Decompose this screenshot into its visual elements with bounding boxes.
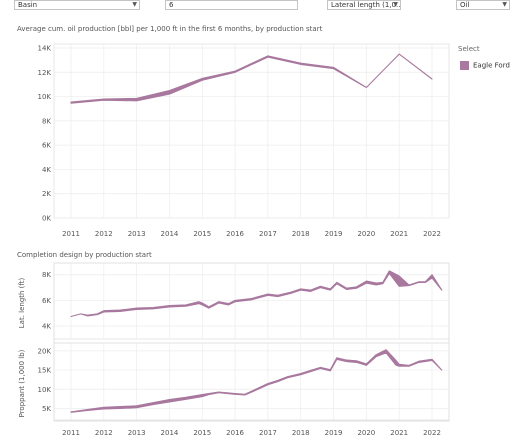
x-tick-label: 2018 <box>292 230 310 238</box>
x-tick-label: 2022 <box>423 230 441 238</box>
y-tick-label: 15K <box>38 367 52 375</box>
x-tick-label: 2016 <box>226 230 244 238</box>
y-tick-label: 10K <box>38 386 52 394</box>
series-band-eagle-ford <box>70 270 443 318</box>
x-tick-label: 2019 <box>325 429 343 437</box>
x-tick-label: 2021 <box>390 429 408 437</box>
x-tick-label: 2022 <box>423 429 441 437</box>
chevron-down-icon[interactable]: ▼ <box>502 1 507 8</box>
lateral-length-filter[interactable]: Lateral length (1,0... ▼ <box>327 0 401 10</box>
x-tick-label: 2012 <box>95 230 113 238</box>
x-tick-label: 2020 <box>357 429 375 437</box>
chevron-down-icon[interactable]: ▼ <box>132 1 137 8</box>
y-tick-label: 10K <box>38 93 52 101</box>
x-tick-label: 2013 <box>128 429 146 437</box>
x-tick-label: 2014 <box>161 429 179 437</box>
x-tick-label: 2019 <box>325 230 343 238</box>
x-tick-label: 2016 <box>226 429 244 437</box>
y-tick-label: 14K <box>38 45 52 53</box>
chevron-down-icon[interactable]: ▼ <box>393 1 398 8</box>
y-tick-label: 6K <box>42 142 51 150</box>
basin-filter-value: Basin <box>18 1 38 9</box>
legend-item-eagle-ford[interactable]: Eagle Ford <box>460 61 510 70</box>
months-input-value: 6 <box>169 1 174 9</box>
x-tick-label: 2013 <box>128 230 146 238</box>
x-tick-label: 2014 <box>161 230 179 238</box>
x-tick-label: 2021 <box>390 230 408 238</box>
x-tick-label: 2017 <box>259 230 277 238</box>
legend-swatch <box>460 61 469 70</box>
y-tick-label: 5K <box>42 405 51 413</box>
x-tick-label: 2012 <box>95 429 113 437</box>
series-band-eagle-ford <box>70 349 443 413</box>
plot-frame <box>53 262 450 340</box>
y-tick-label: 6K <box>42 297 51 305</box>
fluid-filter[interactable]: Oil ▼ <box>456 0 510 10</box>
y-tick-label: 8K <box>42 271 51 279</box>
y-tick-label: 20K <box>38 347 52 355</box>
x-tick-label: 2011 <box>62 429 80 437</box>
y-tick-label: 4K <box>42 323 51 331</box>
months-input[interactable]: 6 <box>165 0 298 10</box>
lateral-length-filter-value: Lateral length (1,0... <box>331 1 401 9</box>
legend-title: Select <box>458 45 480 53</box>
plot-frame <box>53 342 450 421</box>
x-tick-label: 2017 <box>259 429 277 437</box>
production-chart-title: Average cum. oil production [bbl] per 1,… <box>17 25 323 33</box>
y-tick-label: 0K <box>42 215 51 223</box>
y-tick-label: 8K <box>42 117 51 125</box>
y-tick-label: 4K <box>42 166 51 174</box>
x-tick-label: 2018 <box>292 429 310 437</box>
series-band-eagle-ford <box>70 53 433 104</box>
x-tick-label: 2020 <box>357 230 375 238</box>
basin-filter[interactable]: Basin ▼ <box>14 0 140 10</box>
fluid-filter-value: Oil <box>460 1 470 9</box>
y-axis-label: Proppant (1,000 lb) <box>18 349 26 417</box>
completion-frame <box>53 262 450 422</box>
completion-chart-title: Completion design by production start <box>17 251 152 259</box>
x-tick-label: 2015 <box>193 429 211 437</box>
y-axis-label: Lat. length (ft) <box>18 278 26 329</box>
x-tick-label: 2015 <box>193 230 211 238</box>
legend-item-label: Eagle Ford <box>473 61 510 70</box>
x-tick-label: 2011 <box>62 230 80 238</box>
y-tick-label: 12K <box>38 69 52 77</box>
y-tick-label: 2K <box>42 190 51 198</box>
production-chart: 0K 2K 4K 6K 8K 10K 12K 14K 2011 2012 2013 2014 2015 2… <box>38 43 450 238</box>
